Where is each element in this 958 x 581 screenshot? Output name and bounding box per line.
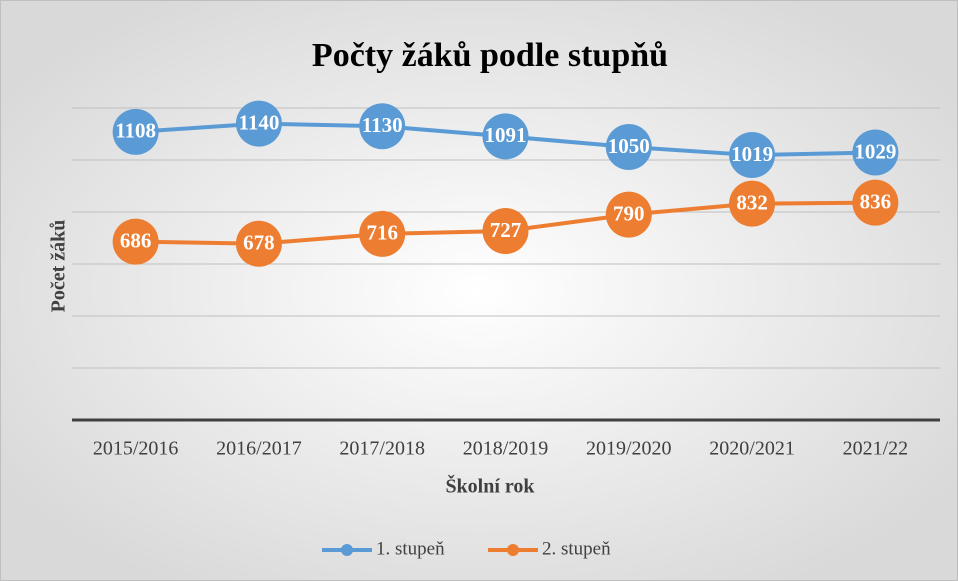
data-label: 1130 — [362, 113, 403, 137]
data-point — [482, 207, 529, 254]
legend-label: 1. stupeň — [376, 538, 445, 559]
data-label: 1091 — [485, 123, 527, 147]
data-label: 836 — [860, 189, 892, 213]
data-label: 1108 — [115, 119, 156, 143]
legend-marker — [507, 544, 519, 556]
x-tick-label: 2018/2019 — [463, 438, 549, 460]
x-tick-label: 2020/2021 — [709, 438, 795, 460]
data-point — [852, 129, 899, 176]
data-label: 686 — [120, 228, 152, 252]
data-label: 1029 — [854, 139, 896, 163]
data-point — [112, 218, 159, 265]
data-point — [235, 100, 282, 147]
data-label: 1140 — [239, 110, 280, 134]
data-point — [359, 103, 406, 150]
data-point — [605, 124, 652, 170]
legend-label: 2. stupeň — [542, 538, 611, 559]
data-label: 1019 — [731, 142, 773, 166]
x-axis-title: Školní rok — [445, 474, 535, 498]
data-point — [852, 179, 899, 226]
chart-title: Počty žáků podle stupňů — [312, 37, 668, 74]
data-point — [235, 220, 282, 267]
data-label: 832 — [736, 190, 768, 214]
x-tick-label: 2016/2017 — [216, 438, 302, 460]
legend-marker — [341, 544, 353, 556]
data-point — [605, 191, 652, 238]
data-label: 716 — [366, 221, 398, 245]
data-label: 727 — [490, 218, 522, 242]
y-axis-title: Počet žáků — [48, 220, 70, 313]
x-tick-label: 2019/2020 — [586, 438, 672, 460]
data-point — [729, 180, 776, 227]
x-tick-label: 2021/22 — [843, 438, 909, 460]
x-tick-label: 2017/2018 — [339, 438, 425, 460]
data-label: 678 — [243, 231, 275, 255]
data-point — [482, 113, 529, 160]
data-point — [729, 132, 776, 179]
x-tick-label: 2015/2016 — [93, 438, 179, 460]
data-label: 1050 — [608, 134, 650, 158]
data-label: 790 — [613, 201, 645, 225]
data-point — [359, 210, 406, 257]
data-point — [112, 108, 159, 155]
